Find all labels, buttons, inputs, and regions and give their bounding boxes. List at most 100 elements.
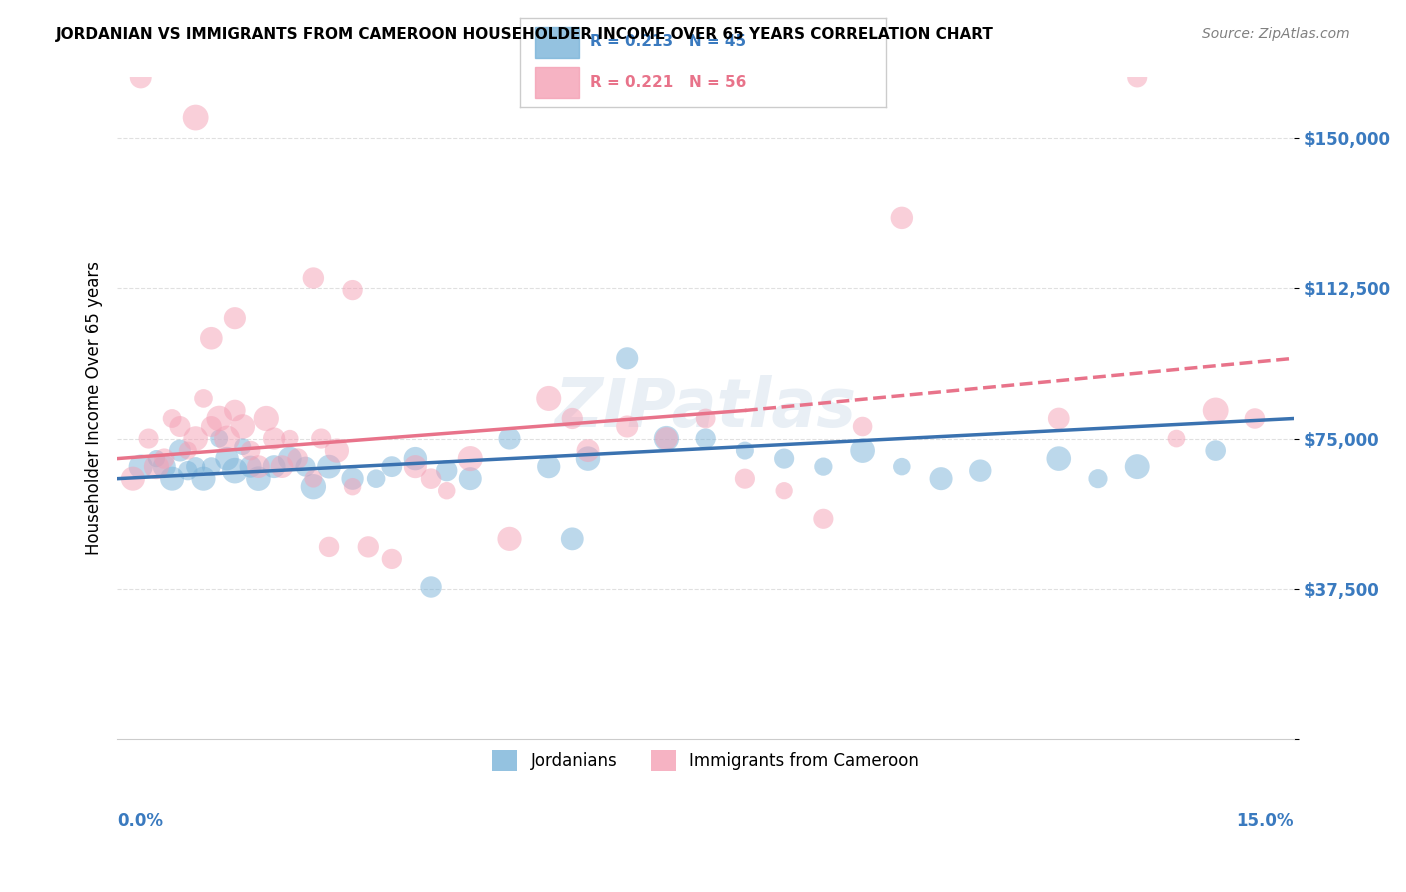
Point (278, 432, 301, 446)
Point (1047, 451, 1070, 466)
Point (458, 472, 481, 486)
Point (287, 451, 309, 466)
Point (1205, 443, 1227, 458)
Point (969, 50, 991, 64)
Text: R = 0.213   N = 45: R = 0.213 N = 45 (589, 35, 745, 49)
Point (420, 472, 443, 486)
Point (852, 443, 875, 458)
Point (1205, 403, 1227, 417)
Point (969, 464, 991, 478)
Point (576, 451, 599, 466)
Point (247, 472, 270, 486)
Point (1047, 411, 1070, 425)
Point (318, 459, 340, 474)
Point (232, 419, 254, 434)
Point (498, 432, 520, 446)
Point (247, 459, 270, 474)
Point (890, 459, 912, 474)
Point (224, 403, 246, 417)
Point (200, 419, 222, 434)
Text: 0.0%: 0.0% (117, 812, 163, 830)
Point (302, 271, 325, 285)
Point (929, 472, 952, 486)
Point (458, 451, 481, 466)
Point (129, 459, 152, 474)
Point (145, 451, 167, 466)
Point (1126, 459, 1149, 474)
Point (404, 451, 426, 466)
Point (193, 472, 215, 486)
Text: R = 0.221   N = 56: R = 0.221 N = 56 (589, 75, 747, 89)
Point (232, 440, 254, 454)
Point (160, 411, 183, 425)
Point (169, 443, 191, 458)
Text: ZIPatlas: ZIPatlas (555, 376, 856, 442)
Point (145, 459, 167, 474)
Point (153, 459, 176, 474)
Point (616, 351, 638, 366)
Point (616, 419, 638, 434)
Point (215, 432, 238, 446)
Point (381, 459, 404, 474)
Point (263, 432, 285, 446)
Point (813, 459, 835, 474)
Point (208, 411, 231, 425)
Point (773, 451, 796, 466)
Point (224, 311, 246, 326)
Text: Source: ZipAtlas.com: Source: ZipAtlas.com (1202, 27, 1350, 41)
Point (576, 443, 599, 458)
Text: 15.0%: 15.0% (1237, 812, 1294, 830)
Point (1126, 70, 1149, 85)
Point (215, 451, 238, 466)
Point (302, 472, 325, 486)
Point (184, 111, 207, 125)
Point (326, 443, 349, 458)
Point (160, 472, 183, 486)
Point (695, 432, 717, 446)
Point (436, 483, 458, 498)
Point (271, 459, 294, 474)
Bar (534, 27, 579, 58)
Point (1244, 411, 1267, 425)
Point (773, 483, 796, 498)
Point (184, 459, 207, 474)
Point (436, 464, 458, 478)
Point (254, 411, 277, 425)
Point (561, 532, 583, 546)
Point (537, 459, 560, 474)
Point (184, 432, 207, 446)
Point (129, 70, 152, 85)
Point (177, 464, 200, 478)
Point (153, 451, 176, 466)
Point (224, 464, 246, 478)
Point (208, 432, 231, 446)
Bar (534, 67, 579, 98)
Point (366, 472, 388, 486)
Point (193, 392, 215, 406)
Y-axis label: Householder Income Over 65 years: Householder Income Over 65 years (86, 261, 103, 556)
Point (200, 331, 222, 345)
Point (309, 432, 332, 446)
Point (278, 451, 301, 466)
Point (561, 411, 583, 425)
Point (420, 580, 443, 594)
Point (342, 472, 364, 486)
Point (239, 443, 262, 458)
Point (342, 480, 364, 494)
Point (852, 419, 875, 434)
Point (239, 459, 262, 474)
Point (138, 432, 160, 446)
Point (318, 540, 340, 554)
Point (302, 480, 325, 494)
Point (734, 472, 756, 486)
Point (498, 532, 520, 546)
Point (263, 459, 285, 474)
Point (734, 443, 756, 458)
Point (537, 392, 560, 406)
Point (404, 459, 426, 474)
Point (1087, 472, 1109, 486)
Point (177, 443, 200, 458)
Point (890, 211, 912, 225)
Point (655, 432, 678, 446)
Legend: Jordanians, Immigrants from Cameroon: Jordanians, Immigrants from Cameroon (485, 744, 925, 778)
